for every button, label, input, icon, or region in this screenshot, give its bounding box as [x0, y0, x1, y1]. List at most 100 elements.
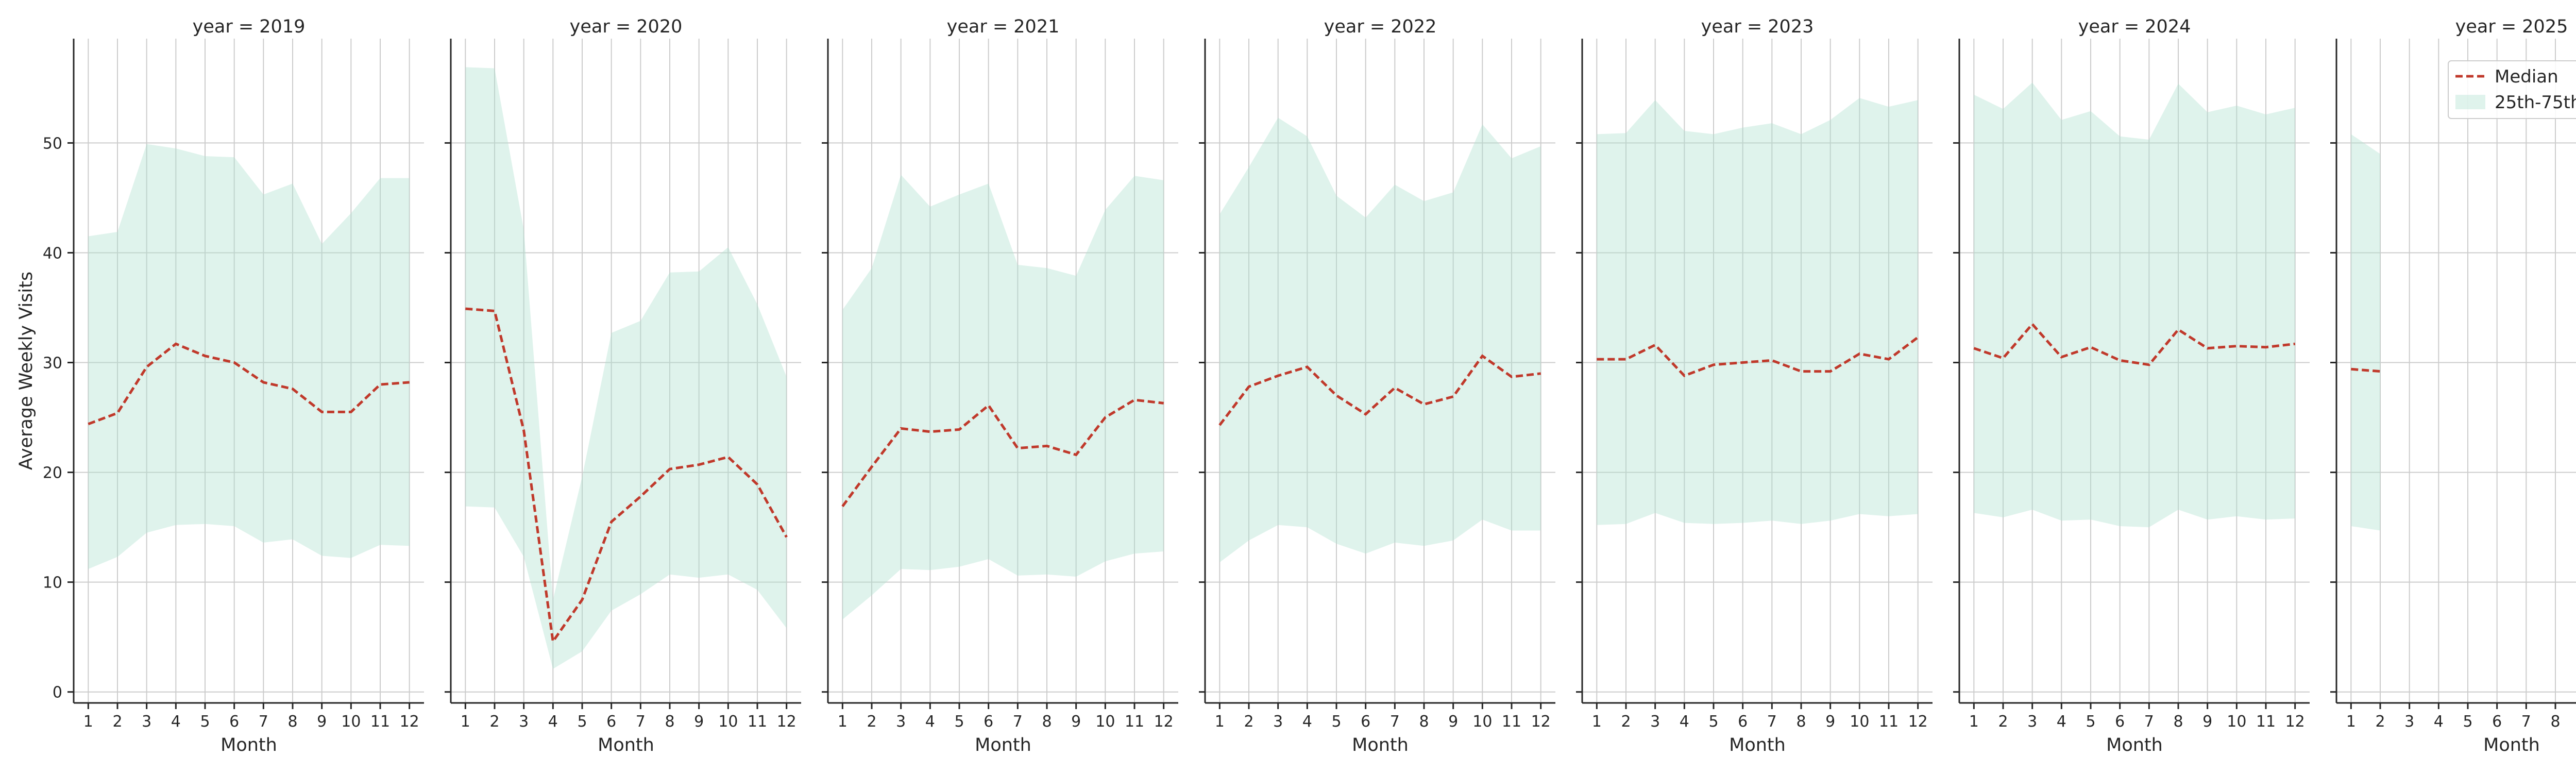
x-tick-label: 8 — [287, 713, 297, 731]
x-tick-label: 3 — [519, 713, 529, 731]
facet-title: year = 2024 — [2078, 16, 2191, 37]
x-tick-label: 11 — [1502, 713, 1521, 731]
x-tick-label: 5 — [1708, 713, 1718, 731]
x-tick-label: 8 — [1042, 713, 1052, 731]
x-tick-label: 10 — [2227, 713, 2246, 731]
x-tick-label: 3 — [2027, 713, 2037, 731]
x-tick-label: 3 — [2404, 713, 2414, 731]
x-tick-label: 5 — [2086, 713, 2095, 731]
x-tick-label: 9 — [317, 713, 327, 731]
percentile-band-6 — [2351, 134, 2380, 531]
x-tick-label: 1 — [83, 713, 93, 731]
x-tick-label: 5 — [954, 713, 964, 731]
percentile-band-0 — [88, 144, 410, 569]
x-tick-label: 7 — [2144, 713, 2154, 731]
x-tick-label: 11 — [748, 713, 767, 731]
y-tick-label: 20 — [43, 464, 62, 482]
x-tick-label: 11 — [370, 713, 390, 731]
x-tick-label: 2 — [1998, 713, 2008, 731]
x-tick-label: 8 — [1419, 713, 1429, 731]
x-tick-label: 2 — [867, 713, 876, 731]
y-tick-label: 10 — [43, 574, 62, 592]
x-tick-label: 1 — [461, 713, 470, 731]
x-axis-label: Month — [1729, 735, 1786, 755]
x-tick-label: 4 — [1680, 713, 1689, 731]
x-tick-label: 12 — [400, 713, 419, 731]
x-tick-label: 1 — [2346, 713, 2356, 731]
facet-title: year = 2023 — [1701, 16, 1814, 37]
x-tick-label: 10 — [1095, 713, 1115, 731]
x-tick-label: 9 — [1071, 713, 1081, 731]
percentile-band-5 — [1974, 82, 2295, 528]
x-tick-label: 8 — [1796, 713, 1806, 731]
x-tick-label: 8 — [2173, 713, 2183, 731]
x-tick-label: 12 — [2285, 713, 2305, 731]
median-line-1 — [465, 307, 788, 645]
x-tick-label: 8 — [665, 713, 674, 731]
percentile-band-2 — [842, 175, 1164, 620]
x-tick-label: 10 — [341, 713, 361, 731]
x-axis-label: Month — [2483, 735, 2540, 755]
x-tick-label: 7 — [1767, 713, 1777, 731]
x-tick-label: 11 — [1879, 713, 1899, 731]
x-tick-label: 4 — [2434, 713, 2444, 731]
x-tick-label: 10 — [1472, 713, 1492, 731]
x-tick-label: 1 — [1215, 713, 1225, 731]
facet-title: year = 2019 — [193, 16, 306, 37]
x-tick-label: 7 — [1390, 713, 1400, 731]
x-tick-label: 10 — [1850, 713, 1869, 731]
y-axis-label: Average Weekly Visits — [16, 272, 37, 470]
facet-title: year = 2021 — [947, 16, 1060, 37]
x-tick-label: 8 — [2550, 713, 2560, 731]
percentile-band-3 — [1219, 117, 1541, 563]
x-tick-label: 12 — [1154, 713, 1174, 731]
percentile-band-1 — [465, 67, 787, 669]
median-line-6 — [2351, 367, 2381, 373]
x-tick-label: 7 — [259, 713, 268, 731]
x-tick-label: 11 — [2256, 713, 2276, 731]
x-tick-label: 1 — [1969, 713, 1979, 731]
x-tick-label: 10 — [718, 713, 738, 731]
x-tick-label: 11 — [1125, 713, 1144, 731]
x-tick-label: 6 — [2492, 713, 2502, 731]
x-tick-label: 7 — [636, 713, 646, 731]
legend-median-label: Median — [2495, 66, 2558, 87]
x-tick-label: 4 — [548, 713, 558, 731]
x-tick-label: 7 — [2521, 713, 2531, 731]
x-tick-label: 3 — [142, 713, 151, 731]
facet-title: year = 2025 — [2455, 16, 2568, 37]
x-tick-label: 6 — [1361, 713, 1370, 731]
y-tick-label: 0 — [53, 684, 62, 702]
x-tick-label: 4 — [2057, 713, 2066, 731]
x-tick-label: 1 — [1592, 713, 1602, 731]
x-tick-label: 2 — [2375, 713, 2385, 731]
x-tick-label: 12 — [1908, 713, 1928, 731]
x-axis-label: Month — [598, 735, 654, 755]
median-line-2 — [841, 398, 1164, 508]
percentile-band-4 — [1597, 98, 1918, 525]
x-tick-label: 2 — [1244, 713, 1253, 731]
x-tick-label: 6 — [2115, 713, 2125, 731]
x-tick-label: 7 — [1013, 713, 1023, 731]
x-tick-label: 1 — [838, 713, 848, 731]
x-tick-label: 12 — [777, 713, 796, 731]
x-tick-label: 4 — [925, 713, 935, 731]
x-tick-label: 9 — [1825, 713, 1835, 731]
x-tick-label: 6 — [606, 713, 616, 731]
facet-title: year = 2022 — [1324, 16, 1437, 37]
x-tick-label: 2 — [1621, 713, 1631, 731]
y-tick-label: 50 — [43, 135, 62, 153]
x-tick-label: 6 — [984, 713, 993, 731]
x-tick-label: 2 — [489, 713, 499, 731]
x-tick-label: 6 — [1738, 713, 1748, 731]
x-tick-label: 12 — [1531, 713, 1551, 731]
median-line-0 — [88, 342, 410, 426]
x-tick-label: 4 — [1302, 713, 1312, 731]
x-tick-label: 3 — [896, 713, 906, 731]
x-tick-label: 5 — [577, 713, 587, 731]
x-axis-label: Month — [2106, 735, 2163, 755]
x-tick-label: 5 — [1331, 713, 1341, 731]
x-tick-label: 5 — [200, 713, 210, 731]
y-tick-label: 30 — [43, 355, 62, 373]
